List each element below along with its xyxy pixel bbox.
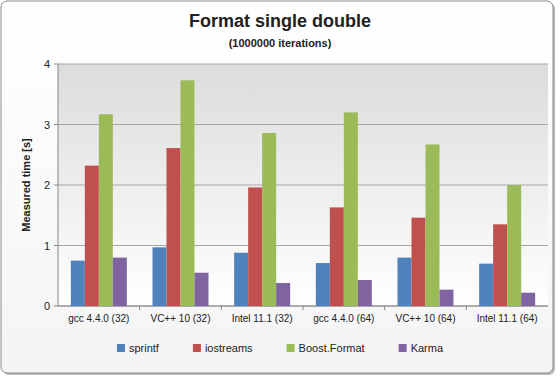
bar <box>412 218 426 306</box>
y-tick-label: 0 <box>44 300 50 312</box>
chart-container: Format single double (1000000 iterations)… <box>0 0 560 380</box>
bar <box>85 166 99 306</box>
y-tick <box>54 245 58 246</box>
legend-swatch <box>287 344 295 352</box>
grid-line <box>58 185 548 186</box>
grid-line <box>58 124 548 125</box>
x-tick-label: gcc 4.4.0 (32) <box>68 313 129 324</box>
y-tick <box>54 64 58 65</box>
y-tick <box>54 306 58 307</box>
bar <box>493 224 507 306</box>
chart-svg: Format single double (1000000 iterations)… <box>0 0 560 380</box>
legend-swatch <box>117 344 125 352</box>
bar <box>330 207 344 306</box>
y-tick-label: 2 <box>44 179 50 191</box>
legend-label: iostreams <box>205 342 253 354</box>
x-tick <box>221 306 222 310</box>
bar <box>479 264 493 306</box>
legend-label: Karma <box>411 342 444 354</box>
legend-swatch <box>399 344 407 352</box>
bar <box>521 293 535 306</box>
chart-subtitle: (1000000 iterations) <box>229 37 332 49</box>
legend-swatch <box>193 344 201 352</box>
legend-label: sprintf <box>129 342 160 354</box>
x-tick <box>139 306 140 310</box>
bar <box>440 290 454 306</box>
bar <box>99 114 113 306</box>
x-tick-label: VC++ 10 (64) <box>395 313 455 324</box>
grid-line <box>58 64 548 65</box>
bar <box>262 133 276 306</box>
plot-area <box>58 64 548 306</box>
grid-line <box>58 245 548 246</box>
bar <box>507 185 521 306</box>
bar <box>276 283 290 306</box>
y-tick-label: 1 <box>44 240 50 252</box>
x-tick <box>466 306 467 310</box>
bars <box>71 80 535 306</box>
x-tick <box>384 306 385 310</box>
chart-title: Format single double <box>189 11 371 31</box>
bar <box>316 263 330 306</box>
y-tick <box>54 185 58 186</box>
x-tick-label: VC++ 10 (32) <box>150 313 210 324</box>
y-axis <box>58 64 59 306</box>
legend: sprintf iostreams Boost.Format Karma <box>117 342 444 354</box>
x-tick <box>303 306 304 310</box>
bar <box>167 148 181 306</box>
bar <box>113 258 127 306</box>
x-tick-label: Intel 11.1 (32) <box>232 313 293 324</box>
bar <box>426 144 440 306</box>
bar <box>234 253 248 306</box>
chart-frame <box>1 1 553 373</box>
y-tick <box>54 124 58 125</box>
bar <box>398 258 412 306</box>
bar <box>358 280 372 306</box>
legend-label: Boost.Format <box>299 342 365 354</box>
y-tick-label: 4 <box>44 58 50 70</box>
bar <box>344 112 358 306</box>
bar <box>71 261 85 306</box>
y-tick-label: 3 <box>44 119 50 131</box>
bar <box>153 247 167 306</box>
x-tick-label: gcc 4.4.0 (64) <box>313 313 374 324</box>
bar <box>195 273 209 306</box>
y-axis-label: Measured time [s] <box>20 138 32 232</box>
x-tick-label: Intel 11.1 (64) <box>477 313 538 324</box>
bar <box>181 80 195 306</box>
bar <box>248 187 262 306</box>
